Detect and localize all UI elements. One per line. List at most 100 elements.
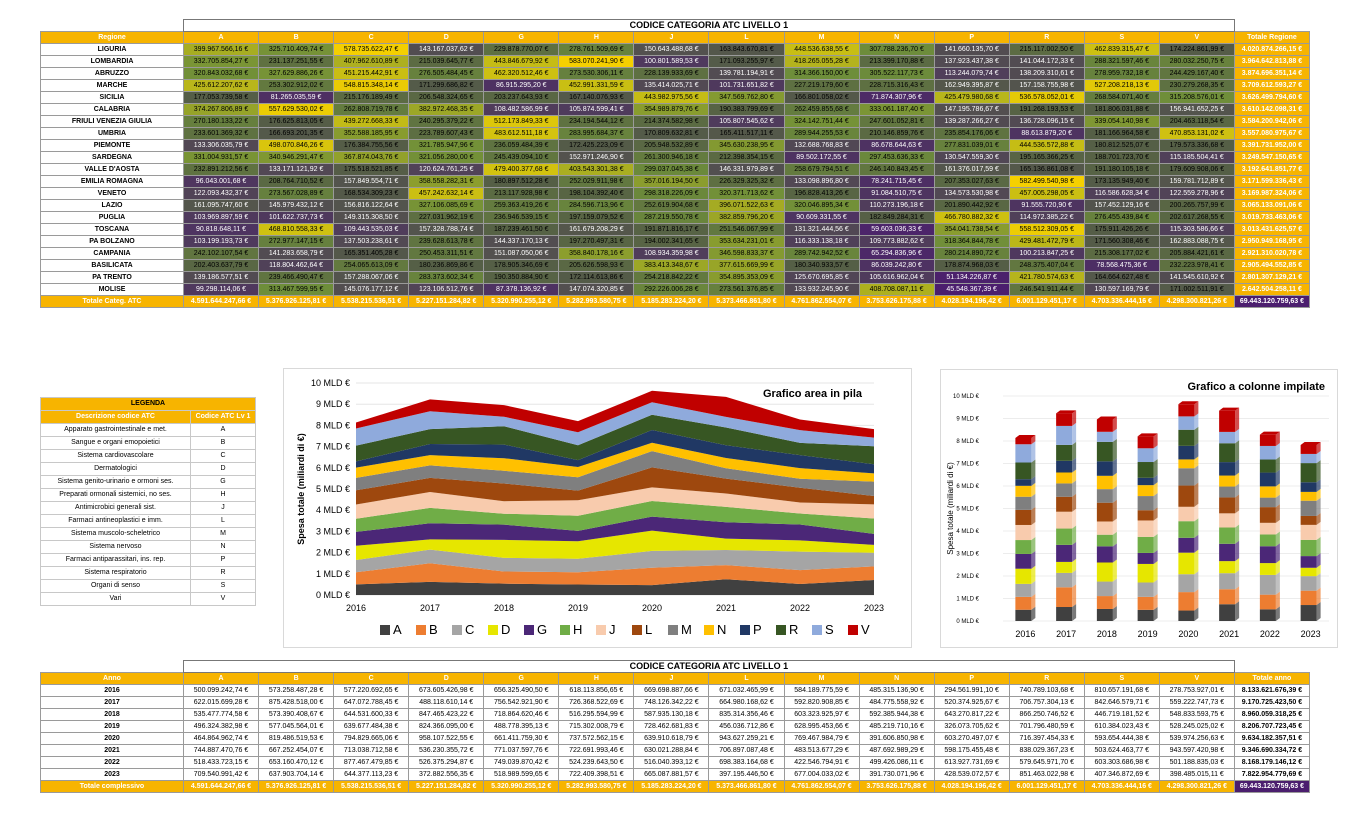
y-tick-label: 2 MLD €: [316, 548, 350, 558]
value-cell: 173.135.949,40 €: [1083, 175, 1160, 188]
bar-segment-side-J: [1112, 518, 1117, 535]
value-cell: 132.688.768,83 €: [783, 139, 860, 152]
legend-row: Vari V: [40, 592, 257, 606]
table-row: PUGLIA 103.969.897,59 €101.622.737,73 €14…: [40, 211, 1311, 224]
table-row: MOLISE 99.298.114,06 €313.467.599,95 €145…: [40, 283, 1311, 296]
bar-segment-side-M: [1235, 483, 1240, 498]
value-cell: 518.989.599,65 €: [483, 768, 560, 781]
bar-segment-D: [1096, 562, 1113, 582]
value-cell: 110.273.196,18 €: [858, 199, 935, 212]
top_table-row-label: PUGLIA: [40, 211, 184, 224]
value-cell: 718.864.620,46 €: [483, 708, 560, 721]
value-cell: 171.002.511,91 €: [1158, 283, 1235, 296]
bar-segment-side-S: [1275, 442, 1280, 460]
value-cell: 622.015.699,28 €: [182, 696, 260, 709]
table-row: VENETO 122.093.432,37 €273.567.028,89 €16…: [40, 187, 1311, 200]
value-cell: 254.065.613,09 €: [333, 259, 410, 272]
value-cell: 105.874.599,41 €: [558, 103, 635, 116]
bar-segment-J: [1178, 506, 1195, 522]
value-cell: 452.991.331,59 €: [558, 79, 635, 92]
value-cell: 96.043.001,68 €: [182, 175, 260, 188]
value-cell: 377.615.669,99 €: [708, 259, 785, 272]
value-cell: 200.265.757,99 €: [1158, 199, 1235, 212]
bar-top-cap: [1137, 433, 1158, 437]
value-cell: 247.601.052,81 €: [858, 115, 935, 128]
bar-segment-B: [1178, 592, 1195, 611]
value-cell: 272.977.147,15 €: [258, 235, 335, 248]
bar-segment-V: [1259, 434, 1276, 446]
top_table-row-label: PA BOLZANO: [40, 235, 184, 248]
column-total-cell: 4.298.300.821,26 €: [1158, 780, 1235, 793]
table-row: ABRUZZO 320.843.032,68 €327.629.886,26 €4…: [40, 67, 1311, 80]
value-cell: 114.972.385,22 €: [1008, 211, 1085, 224]
bottom_table-total-row: Totale complessivo 4.591.644.247,66 €5.37…: [40, 780, 1311, 793]
legend-row: Sistema respiratorio R: [40, 566, 257, 580]
value-cell: 701.796.480,59 €: [1008, 720, 1085, 733]
x-tick-label: 2020: [642, 603, 662, 613]
bar-segment-H: [1137, 536, 1154, 553]
value-cell: 468.810.558,33 €: [258, 223, 335, 236]
top_table-row-label: FRIULI VENEZIA GIULIA: [40, 115, 184, 128]
value-cell: 391.606.850,98 €: [858, 732, 935, 745]
bar-segment-side-G: [1031, 550, 1036, 569]
bar-segment-G: [1259, 546, 1276, 564]
value-cell: 526.375.294,87 €: [408, 756, 485, 769]
value-cell: 228.715.316,43 €: [858, 79, 935, 92]
bar-segment-side-G: [1316, 553, 1321, 568]
value-cell: 324.142.751,44 €: [783, 115, 860, 128]
bar-segment-side-R: [1031, 459, 1036, 480]
value-cell: 215.039.645,77 €: [408, 55, 485, 68]
value-cell: 179.609.908,06 €: [1158, 163, 1235, 176]
value-cell: 548.833.593,75 €: [1158, 708, 1235, 721]
legend-label-R: R: [789, 622, 798, 637]
bar-segment-V: [1137, 436, 1154, 449]
bar-segment-S: [1259, 445, 1276, 460]
value-cell: 289.944.255,53 €: [783, 127, 860, 140]
legend-label-G: G: [537, 622, 547, 637]
bar-segment-side-V: [1235, 407, 1240, 432]
value-cell: 90.818.648,11 €: [182, 223, 260, 236]
bar-segment-side-C: [1153, 579, 1158, 597]
value-cell: 120.624.761,25 €: [408, 163, 485, 176]
bar-segment-L: [1015, 509, 1032, 525]
value-cell: 315.208.576,01 €: [1158, 91, 1235, 104]
bar-segment-side-H: [1072, 525, 1077, 545]
legend-code: A: [189, 423, 257, 437]
bar-segment-G: [1219, 543, 1236, 562]
x-tick-label: 2018: [1097, 629, 1117, 639]
value-cell: 108.482.586,99 €: [483, 103, 560, 116]
legend-code: D: [189, 462, 257, 476]
bar-segment-B: [1096, 596, 1113, 609]
bottom_table-row-label: 2023: [40, 768, 184, 781]
value-cell: 103.969.897,59 €: [182, 211, 260, 224]
value-cell: 181.806.031,88 €: [1083, 103, 1160, 116]
row-total-cell: 8.206.707.723,45 €: [1233, 720, 1311, 733]
value-cell: 851.463.022,98 €: [1008, 768, 1085, 781]
legend-desc: Vari: [40, 592, 191, 606]
value-cell: 352.588.185,95 €: [333, 127, 410, 140]
bar-segment-side-V: [1112, 416, 1117, 432]
bar-segment-J: [1096, 521, 1113, 535]
bar-segment-side-N: [1153, 482, 1158, 497]
value-cell: 51.134.226,87 €: [933, 271, 1010, 284]
top_table-row-header: Regione: [40, 31, 184, 44]
top_table-col-N: N: [858, 31, 935, 44]
bar-segment-J: [1015, 524, 1032, 541]
bar-segment-S: [1137, 448, 1154, 463]
value-cell: 943.597.420,98 €: [1158, 744, 1235, 757]
value-cell: 276.505.484,45 €: [408, 67, 485, 80]
column-total-cell: 5.282.993.580,75 €: [558, 295, 635, 308]
bar-segment-G: [1056, 544, 1073, 562]
bar-segment-side-S: [1235, 428, 1240, 444]
row-total-cell: 3.584.200.942,06 €: [1233, 115, 1311, 128]
value-cell: 579.645.971,70 €: [1008, 756, 1085, 769]
bar-segment-D: [1137, 563, 1154, 583]
value-cell: 278.959.732,18 €: [1083, 67, 1160, 80]
bar-top-cap: [1300, 441, 1321, 445]
column-total-cell: 4.703.336.444,16 €: [1083, 295, 1160, 308]
value-cell: 181.166.964,58 €: [1083, 127, 1160, 140]
bar-segment-V: [1178, 404, 1195, 417]
value-cell: 162.949.395,87 €: [933, 79, 1010, 92]
legend-row: Sistema cardiovascolare C: [40, 449, 257, 463]
value-cell: 146.331.979,89 €: [708, 163, 785, 176]
